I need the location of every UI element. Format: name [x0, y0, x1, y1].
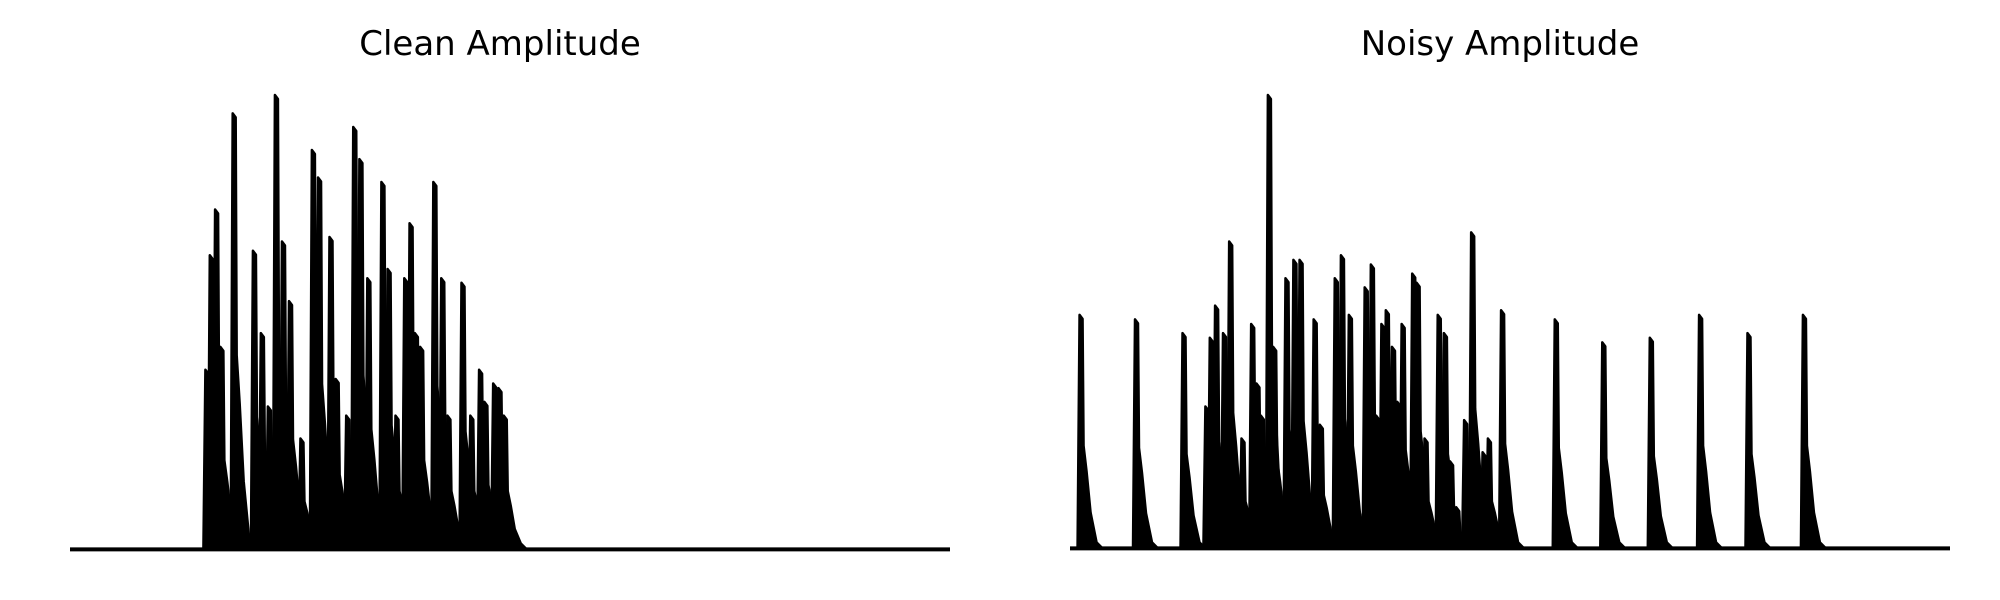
noisy-amplitude-burst-42: [1497, 309, 1526, 550]
clean-amplitude-plot: [70, 93, 950, 552]
noisy-amplitude-burst-0: [1076, 313, 1104, 550]
noisy-amplitude-burst-46: [1695, 313, 1724, 550]
noisy-amplitude-burst-48: [1799, 313, 1828, 550]
noisy-amplitude-burst-2: [1179, 331, 1207, 550]
noisy-amplitude-burst-44: [1599, 341, 1627, 550]
clean-amplitude-burst-36: [500, 414, 528, 551]
clean-amplitude-panel: Clean Amplitude: [70, 24, 950, 552]
clean-amplitude-title: Clean Amplitude: [359, 24, 641, 64]
noisy-amplitude-title: Noisy Amplitude: [1360, 24, 1640, 64]
noisy-amplitude-burst-43: [1551, 318, 1580, 550]
noisy-amplitude-plot: [1070, 93, 1950, 551]
noisy-amplitude-burst-47: [1744, 331, 1772, 550]
noisy-amplitude-burst-45: [1646, 336, 1675, 550]
noisy-amplitude-burst-1: [1131, 318, 1160, 550]
noisy-amplitude-panel: Noisy Amplitude: [1000, 0, 2000, 600]
